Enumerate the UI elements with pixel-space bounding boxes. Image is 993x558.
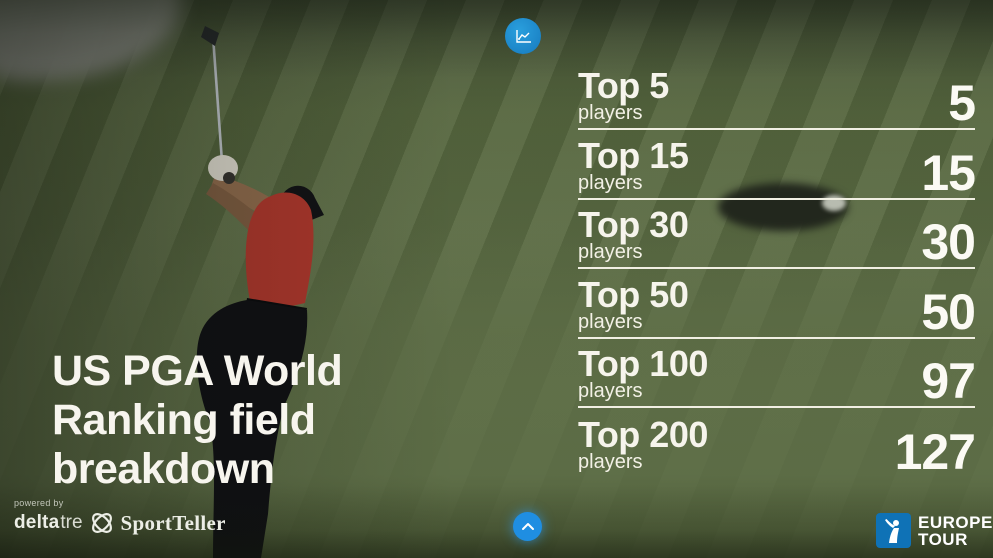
tour-line-1: EUROPEAN (918, 512, 993, 532)
row-sublabel: players (578, 171, 643, 194)
title-line-1: US PGA World (52, 347, 343, 395)
row-label: Top 200 (578, 414, 708, 456)
line-chart-icon (515, 29, 532, 44)
row-label-block: Top 50 players (578, 273, 689, 333)
row-label-block: Top 5 players (578, 65, 669, 125)
row-value: 5 (948, 75, 976, 132)
row-sublabel: players (578, 310, 643, 333)
row-label: Top 30 (578, 204, 689, 246)
tour-line-2: TOUR (918, 529, 968, 549)
table-row: Top 5 players 5 (578, 61, 976, 132)
golf-ball (377, 544, 387, 553)
powered-by-branding: powered by delta tre SportTeller (14, 498, 226, 537)
row-sublabel: players (578, 379, 643, 402)
sportteller-knot-icon (88, 509, 116, 537)
row-label: Top 100 (578, 342, 708, 384)
chart-toggle-button[interactable] (505, 18, 541, 54)
row-label: Top 5 (578, 65, 669, 107)
chevron-up-icon (521, 522, 535, 531)
table-row: Top 15 players 15 (578, 130, 976, 201)
row-label-block: Top 200 players (578, 414, 708, 474)
row-label: Top 50 (578, 273, 689, 315)
title-line-2: Ranking field (52, 396, 316, 444)
table-row: Top 30 players 30 (578, 200, 976, 271)
row-sublabel: players (578, 102, 643, 125)
deltatre-logo-bold: delta (14, 512, 60, 533)
ranking-breakdown-table: Top 5 players 5 Top 15 players 15 Top 30… (578, 61, 976, 481)
powered-by-label: powered by (14, 498, 64, 508)
row-value: 30 (921, 214, 976, 271)
row-value: 50 (921, 283, 976, 340)
row-sublabel: players (578, 451, 643, 474)
title-line-3: breakdown (52, 445, 275, 493)
row-sublabel: players (578, 241, 643, 264)
row-label-block: Top 15 players (578, 134, 689, 194)
table-row: Top 200 players 127 (578, 408, 976, 481)
table-row: Top 100 players 97 (578, 339, 976, 409)
table-row: Top 50 players 50 (578, 269, 976, 340)
row-label-block: Top 100 players (578, 342, 708, 402)
sportteller-logo-text: SportTeller (120, 510, 226, 535)
scroll-up-button[interactable] (513, 512, 542, 541)
european-tour-wordmark: EUROPEAN TOUR (918, 514, 993, 548)
row-label-block: Top 30 players (578, 204, 689, 264)
brand-row: delta tre SportTeller (14, 509, 226, 537)
row-value: 127 (894, 424, 976, 481)
page-title: US PGA World Ranking field breakdown (52, 347, 343, 494)
european-tour-logo: EUROPEAN TOUR (876, 513, 993, 548)
deltatre-logo-light: tre (60, 512, 83, 533)
row-value: 15 (921, 144, 976, 201)
row-value: 97 (921, 352, 976, 409)
row-label: Top 15 (578, 134, 689, 176)
golfer-silhouette-icon (876, 513, 911, 548)
